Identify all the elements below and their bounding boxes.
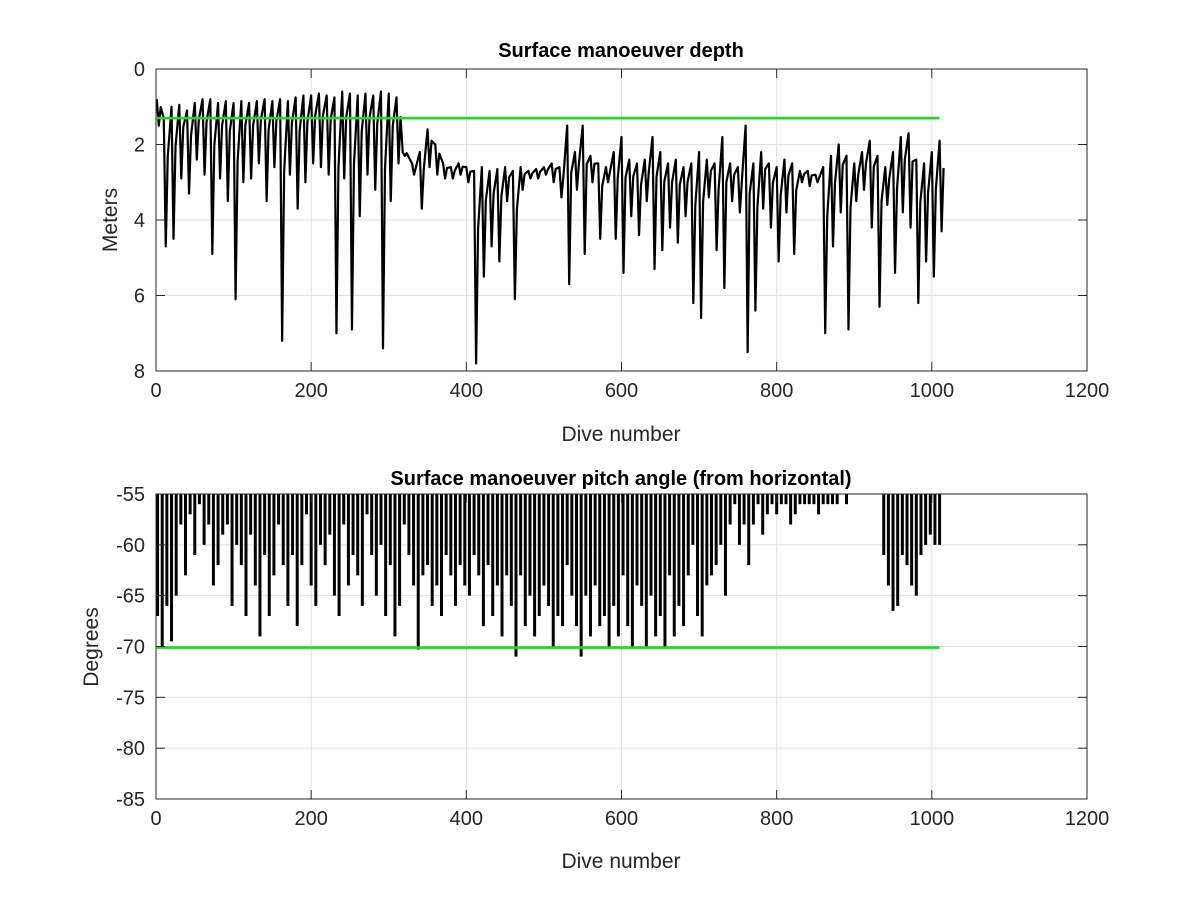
pitch-x-tick-label: 1200: [1065, 808, 1110, 830]
pitch-chart-title: Surface manoeuver pitch angle (from hori…: [390, 468, 851, 490]
pitch-y-tick-label: -60: [116, 535, 145, 557]
depth-y-tick-label: 2: [134, 135, 145, 157]
pitch-y-tick-label: -55: [116, 484, 145, 506]
pitch-y-axis-label: Degrees: [80, 607, 103, 686]
depth-chart-title: Surface manoeuver depth: [498, 40, 744, 62]
depth-x-axis-label: Dive number: [561, 423, 680, 446]
pitch-series: [156, 494, 942, 657]
depth-x-tick-label: 1200: [1065, 380, 1110, 402]
pitch-y-tick-label: -85: [116, 789, 145, 811]
depth-series-0-line: [155, 90, 945, 365]
pitch-x-axis-label: Dive number: [561, 850, 680, 873]
pitch-x-tick-label: 400: [450, 808, 483, 830]
pitch-y-tick-label: -65: [116, 586, 145, 608]
depth-chart: 0 200 400 600 800 1000 1200 0 2 4 6 8 Surface manoe…: [99, 40, 1109, 446]
pitch-x-tick-label: 200: [294, 808, 327, 830]
depth-x-tick-label: 600: [605, 380, 638, 402]
depth-x-tick-label: 1000: [910, 380, 955, 402]
depth-x-tick-label: 800: [760, 380, 793, 402]
depth-y-tick-label: 4: [134, 210, 145, 232]
depth-y-axis-label: Meters: [99, 188, 122, 252]
depth-y-tick-label: 8: [134, 361, 145, 383]
pitch-y-tick-label: -80: [116, 738, 145, 760]
depth-x-tick-label: 200: [294, 380, 327, 402]
depth-ticks: 0 200 400 600 800 1000 1200 0 2 4 6 8: [134, 59, 1109, 402]
depth-y-tick-label: 6: [134, 286, 145, 308]
depth-x-tick-label: 0: [150, 380, 161, 402]
pitch-y-tick-label: -70: [116, 637, 145, 659]
depth-series: [155, 90, 945, 365]
pitch-y-tick-label: -75: [116, 687, 145, 709]
pitch-x-tick-label: 800: [760, 808, 793, 830]
depth-x-tick-label: 400: [450, 380, 483, 402]
pitch-ticks: 0 200 400 600 800 1000 1200 -55 -60 -65 -70 -75 -80 -…: [116, 484, 1109, 830]
pitch-x-tick-label: 0: [150, 808, 161, 830]
pitch-x-tick-label: 600: [605, 808, 638, 830]
pitch-chart: 0 200 400 600 800 1000 1200 -55 -60 -65 -70 -75 -80 -…: [80, 468, 1109, 873]
depth-y-tick-label: 0: [134, 59, 145, 81]
pitch-x-tick-label: 1000: [910, 808, 955, 830]
